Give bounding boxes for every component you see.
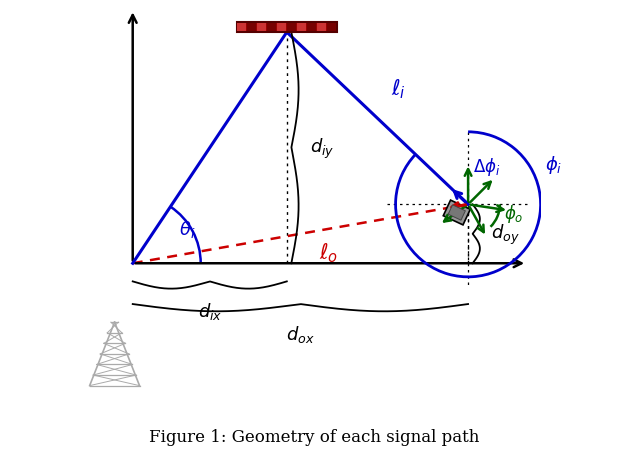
Bar bbox=[307, 24, 317, 32]
Bar bbox=[268, 24, 276, 32]
Bar bbox=[327, 24, 336, 32]
Text: $\phi_i$: $\phi_i$ bbox=[545, 154, 563, 176]
Bar bbox=[278, 24, 286, 32]
Bar bbox=[257, 24, 266, 32]
Text: $\ell_o$: $\ell_o$ bbox=[318, 241, 338, 265]
Text: $\Delta\phi_i$: $\Delta\phi_i$ bbox=[473, 156, 500, 178]
Bar bbox=[247, 24, 256, 32]
Polygon shape bbox=[448, 205, 465, 221]
Bar bbox=[237, 23, 337, 33]
Bar bbox=[237, 24, 246, 32]
Text: $d_{ix}$: $d_{ix}$ bbox=[198, 300, 222, 321]
Polygon shape bbox=[443, 201, 470, 225]
Bar bbox=[297, 24, 306, 32]
Text: $d_{ox}$: $d_{ox}$ bbox=[286, 323, 315, 344]
Text: $\ell_i$: $\ell_i$ bbox=[391, 77, 406, 101]
Text: Figure 1: Geometry of each signal path: Figure 1: Geometry of each signal path bbox=[149, 428, 479, 445]
Text: $\theta_i$: $\theta_i$ bbox=[179, 218, 196, 239]
Text: $\phi_o$: $\phi_o$ bbox=[504, 203, 524, 225]
Bar bbox=[317, 24, 326, 32]
Bar bbox=[287, 24, 296, 32]
Text: $d_{oy}$: $d_{oy}$ bbox=[491, 222, 520, 246]
Text: $d_{iy}$: $d_{iy}$ bbox=[310, 136, 335, 161]
